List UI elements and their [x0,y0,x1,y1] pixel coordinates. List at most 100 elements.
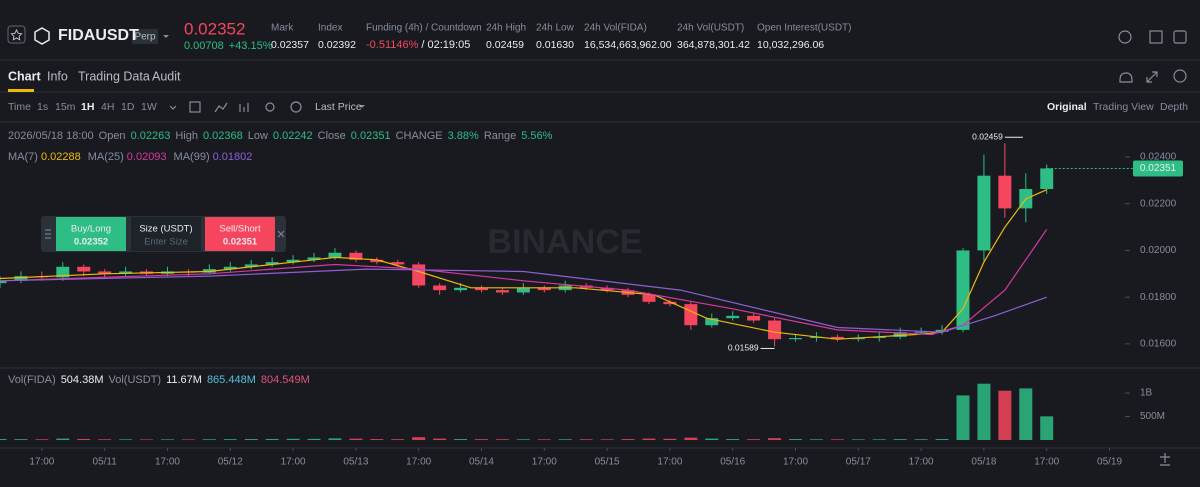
ma-line [0,229,1048,336]
last-price-label: 0.02351 [1140,163,1177,174]
icon[interactable] [189,101,201,113]
interval[interactable]: 1D [121,101,135,113]
info-text: Open [99,130,126,142]
info-text: MA(99) [174,151,210,163]
volume-bar [1040,416,1054,440]
view-option[interactable]: Depth [1160,101,1188,113]
size-input[interactable] [131,217,201,251]
volume-bar [328,438,342,440]
tab[interactable]: Audit [152,69,181,83]
icon[interactable] [1119,72,1133,83]
x-tick-label: 17:00 [1034,457,1059,468]
info-text: 3.88% [448,130,479,142]
last-price-tag [1133,160,1183,177]
x-tick-label: 05/14 [469,457,494,468]
icon[interactable] [1173,30,1187,44]
info-text: MA(7) [8,151,38,163]
interval[interactable]: 1H [81,101,94,113]
candle-body [244,264,258,267]
candle-body [265,262,279,265]
icon[interactable] [265,102,275,112]
buy-price: 0.02352 [74,237,108,248]
candle-body [475,287,488,291]
price-type[interactable]: Last Price [315,101,362,113]
info-text: / 02:19:05 [421,39,470,51]
volume-bar [537,439,551,440]
tab[interactable]: Trading Data [78,69,150,83]
annotation-label: 0.02459 [972,131,1003,141]
icon[interactable] [1118,30,1132,44]
volume-bar [893,439,907,440]
token-logo [34,27,50,45]
icon[interactable] [169,105,177,110]
close-icon[interactable] [277,230,285,238]
dropdown-icon [359,105,365,108]
size-placeholder: Enter Size [144,237,188,248]
volume-bar [475,439,488,440]
tab[interactable]: Chart [8,69,41,83]
x-tick-label: 05/11 [93,457,118,468]
info-text: 0.02288 [41,151,81,163]
y-tick-label: 0.02400 [1140,152,1177,163]
icon[interactable] [1160,453,1170,466]
info-text: 0.01802 [213,151,253,163]
stat-label: 24h High [486,23,526,34]
buy-label: Buy/Long [71,224,111,235]
volume-bar [349,438,363,440]
stat-value: 16,534,663,962.00 [584,39,672,51]
order-widget [41,216,286,252]
volume-bar [914,439,928,440]
volume-bar [872,439,886,440]
favorite-button[interactable] [7,25,26,44]
interval[interactable]: 1W [141,101,157,113]
icon[interactable] [214,102,228,113]
candle-body [600,287,614,291]
volume-bar [307,438,321,440]
x-tick-label: 05/17 [846,457,871,468]
volume-bar [181,439,195,440]
candle-body [77,266,91,272]
y-tick-label: 0.02200 [1140,198,1177,209]
info-text: High [175,130,198,142]
y-tick-label: 0.01800 [1140,292,1177,303]
candle-body [412,264,426,286]
interval[interactable]: 4H [101,101,114,113]
info-text: 0.02093 [127,151,167,163]
icon[interactable] [1149,30,1163,44]
volume-bar [956,395,970,440]
icon[interactable] [290,101,302,113]
buy-button[interactable] [56,217,126,251]
star-icon [10,28,23,41]
volume-bar [600,439,614,440]
size-label: Size (USDT) [139,224,192,235]
stat-value: 0.02459 [486,39,524,51]
badge-bg [132,29,158,44]
stat-value: 0.02357 [271,39,309,51]
candle-body [1040,168,1054,190]
view-option[interactable]: Trading View [1093,101,1154,113]
dropdown-icon [163,35,169,38]
info-text: 11.67M [166,374,202,386]
info-text: CHANGE [396,130,443,142]
interval[interactable]: 15m [55,101,76,113]
interval[interactable]: 1s [37,101,48,113]
candle-body [914,331,928,333]
volume-bar [579,439,593,440]
candle-body [872,336,886,339]
info-text: 0.00708 [184,40,224,52]
symbol: FIDAUSDT [58,27,139,44]
icon[interactable] [239,103,249,112]
icon[interactable] [1173,69,1187,83]
stat-value: 0.01630 [536,39,574,51]
tab[interactable]: Info [47,69,68,83]
stat-value: 10,032,296.06 [757,39,824,51]
volume-bar [265,438,279,440]
volume-bar [495,439,509,440]
view-option[interactable]: Original [1047,101,1087,113]
sell-button[interactable] [205,217,275,251]
info-text: MA(25) [88,151,124,163]
drag-handle[interactable] [45,229,51,239]
stat-value: 0.02392 [318,39,356,51]
icon[interactable] [1146,71,1158,83]
x-tick-label: 17:00 [155,457,180,468]
